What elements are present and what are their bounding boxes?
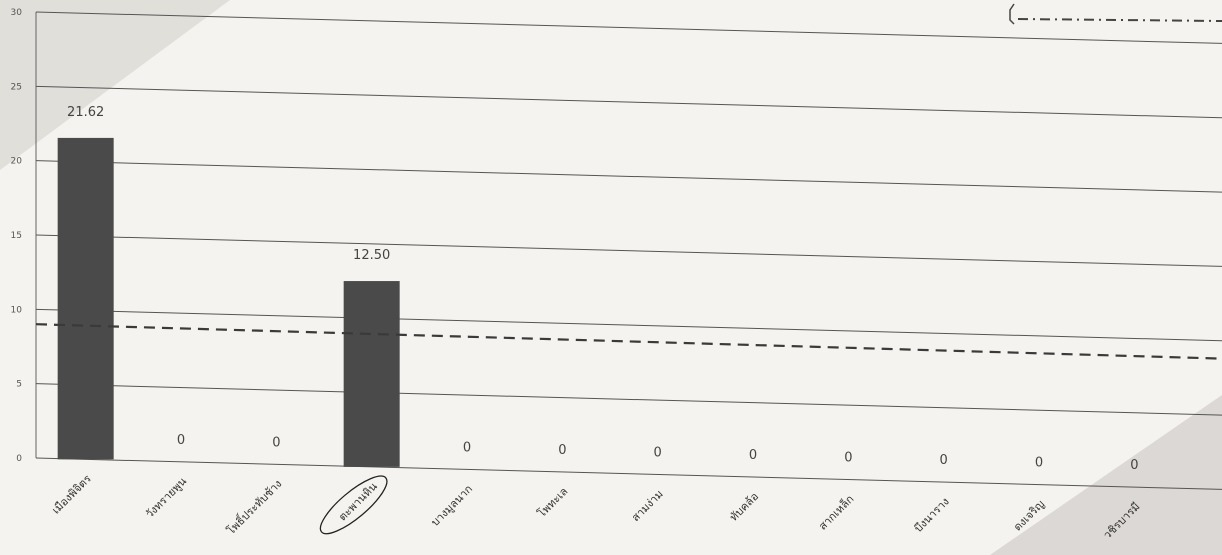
value-labels: 21.62 0 0 12.50 0 0 0 0 0 0 0 0: [67, 105, 1138, 473]
legend-dashdot-sample: [1017, 18, 1222, 22]
gridline: [35, 383, 1222, 416]
y-tick-label: 5: [16, 380, 22, 390]
bars: [57, 137, 400, 467]
value-label: 21.62: [67, 105, 104, 120]
legend: [1009, 3, 1222, 25]
gridline: [35, 85, 1222, 119]
category-label: วังทรายพูน: [143, 474, 189, 520]
value-label: 0: [272, 435, 280, 450]
gridline: [35, 11, 1222, 44]
gridline: [35, 160, 1222, 193]
category-label: บางมูลนาก: [429, 482, 476, 529]
value-label: 0: [940, 453, 948, 468]
legend-box-edge: [1009, 3, 1015, 25]
value-label: 0: [177, 433, 185, 448]
value-label: 0: [654, 445, 662, 460]
category-label: โพทะเล: [535, 484, 571, 520]
y-tick-label: 20: [11, 157, 23, 167]
reference-line: [35, 323, 1222, 360]
gridline: [35, 457, 1222, 490]
gridlines: [35, 11, 1222, 490]
value-label: 0: [749, 448, 757, 463]
category-label: สามง่าม: [629, 487, 666, 524]
shadow-top-left: [0, 0, 230, 170]
value-label: 0: [558, 443, 566, 458]
category-label: ทับคล้อ: [727, 490, 761, 524]
category-label: สากเหล็ก: [815, 492, 856, 533]
bar: [57, 137, 114, 460]
reference-line-group: [35, 323, 1222, 360]
y-tick-label: 30: [11, 8, 23, 18]
value-label: 0: [463, 440, 471, 455]
category-label: บึงนาราง: [912, 495, 952, 535]
y-tick-label: 15: [11, 231, 22, 241]
category-labels: เมืองพิจิตร วังทรายพูน โพธิ์ประทับช้าง ตะพา…: [49, 472, 1142, 541]
value-label: 12.50: [353, 248, 390, 263]
value-label: 0: [1130, 458, 1138, 473]
category-label: เมืองพิจิตร: [49, 472, 93, 516]
bar: [343, 281, 400, 467]
y-tick-label: 25: [11, 82, 22, 92]
highlight-circle: [319, 475, 388, 535]
shadow-bottom-right: [990, 395, 1222, 555]
value-label: 0: [1035, 456, 1043, 471]
value-label: 0: [844, 451, 852, 466]
y-tick-label: 0: [16, 454, 22, 464]
gridline: [35, 234, 1222, 267]
y-tick-label: 10: [11, 305, 23, 315]
gridline: [35, 308, 1222, 342]
y-axis-ticks: 0 5 10 15 20 25 30: [11, 8, 23, 464]
category-label: โพธิ์ประทับช้าง: [223, 476, 284, 537]
